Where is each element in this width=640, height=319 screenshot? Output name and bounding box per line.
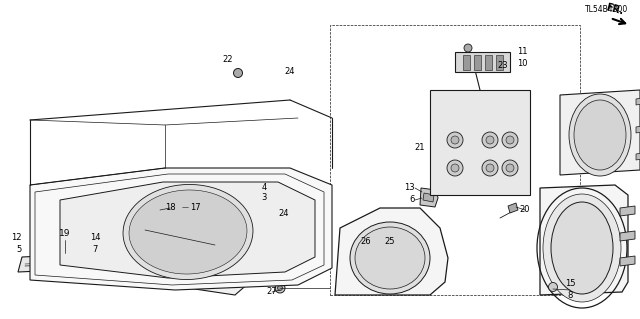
Text: 26: 26 [361, 238, 371, 247]
Ellipse shape [366, 247, 378, 263]
Ellipse shape [543, 194, 621, 302]
Ellipse shape [447, 160, 463, 176]
Text: 7: 7 [92, 246, 98, 255]
Ellipse shape [486, 136, 494, 144]
Polygon shape [636, 152, 640, 160]
Text: 6: 6 [410, 196, 415, 204]
Text: 4: 4 [261, 183, 267, 192]
Polygon shape [474, 55, 481, 70]
Ellipse shape [275, 283, 285, 293]
Ellipse shape [385, 246, 395, 258]
Text: 8: 8 [567, 291, 573, 300]
Polygon shape [463, 55, 470, 70]
Ellipse shape [482, 132, 498, 148]
Text: 3: 3 [261, 194, 267, 203]
Polygon shape [620, 256, 635, 266]
Ellipse shape [502, 160, 518, 176]
Polygon shape [496, 55, 503, 70]
Text: 24: 24 [278, 209, 289, 218]
Polygon shape [636, 125, 640, 133]
Polygon shape [485, 55, 492, 70]
Ellipse shape [278, 286, 282, 291]
Text: 21: 21 [415, 144, 425, 152]
Polygon shape [636, 97, 640, 105]
Text: 17: 17 [189, 203, 200, 211]
Ellipse shape [234, 69, 243, 78]
Text: 5: 5 [17, 246, 22, 255]
Ellipse shape [464, 44, 472, 52]
Ellipse shape [64, 193, 172, 237]
Polygon shape [420, 188, 438, 207]
Ellipse shape [213, 223, 243, 281]
Ellipse shape [209, 217, 247, 287]
Polygon shape [163, 198, 170, 206]
Ellipse shape [548, 283, 557, 292]
Ellipse shape [569, 94, 631, 176]
Ellipse shape [551, 202, 613, 294]
Ellipse shape [153, 203, 163, 213]
Ellipse shape [58, 189, 178, 241]
Polygon shape [540, 185, 628, 295]
Text: 12: 12 [12, 234, 22, 242]
Polygon shape [508, 203, 518, 213]
Text: 25: 25 [385, 238, 396, 247]
Text: 24: 24 [285, 68, 295, 77]
Ellipse shape [355, 227, 425, 289]
Ellipse shape [123, 184, 253, 279]
Ellipse shape [451, 164, 459, 172]
Polygon shape [560, 90, 640, 175]
Text: 20: 20 [520, 205, 531, 214]
Ellipse shape [506, 164, 514, 172]
Ellipse shape [451, 136, 459, 144]
Ellipse shape [482, 160, 498, 176]
Ellipse shape [350, 222, 430, 294]
Ellipse shape [502, 132, 518, 148]
Text: 18: 18 [164, 203, 175, 211]
Text: 14: 14 [90, 234, 100, 242]
Text: 19: 19 [60, 229, 71, 239]
Text: 10: 10 [516, 58, 527, 68]
Text: 15: 15 [564, 278, 575, 287]
Text: 22: 22 [223, 56, 233, 64]
Ellipse shape [369, 251, 375, 259]
Polygon shape [430, 90, 530, 195]
Text: 27: 27 [267, 287, 277, 296]
Ellipse shape [447, 132, 463, 148]
Ellipse shape [129, 190, 247, 274]
Ellipse shape [486, 164, 494, 172]
Polygon shape [188, 195, 265, 295]
Polygon shape [423, 193, 434, 202]
Text: 13: 13 [404, 183, 415, 192]
Text: FR.: FR. [605, 3, 625, 17]
Text: —: — [182, 204, 189, 210]
Polygon shape [30, 168, 332, 290]
Polygon shape [455, 52, 510, 72]
Text: TL54B4300: TL54B4300 [585, 5, 628, 14]
Polygon shape [335, 208, 448, 295]
Text: 23: 23 [497, 61, 508, 70]
Polygon shape [162, 205, 174, 214]
Text: 11: 11 [516, 47, 527, 56]
Ellipse shape [574, 100, 626, 170]
Polygon shape [60, 182, 315, 278]
Polygon shape [620, 206, 635, 216]
Polygon shape [620, 231, 635, 241]
Ellipse shape [506, 136, 514, 144]
Polygon shape [18, 253, 112, 272]
